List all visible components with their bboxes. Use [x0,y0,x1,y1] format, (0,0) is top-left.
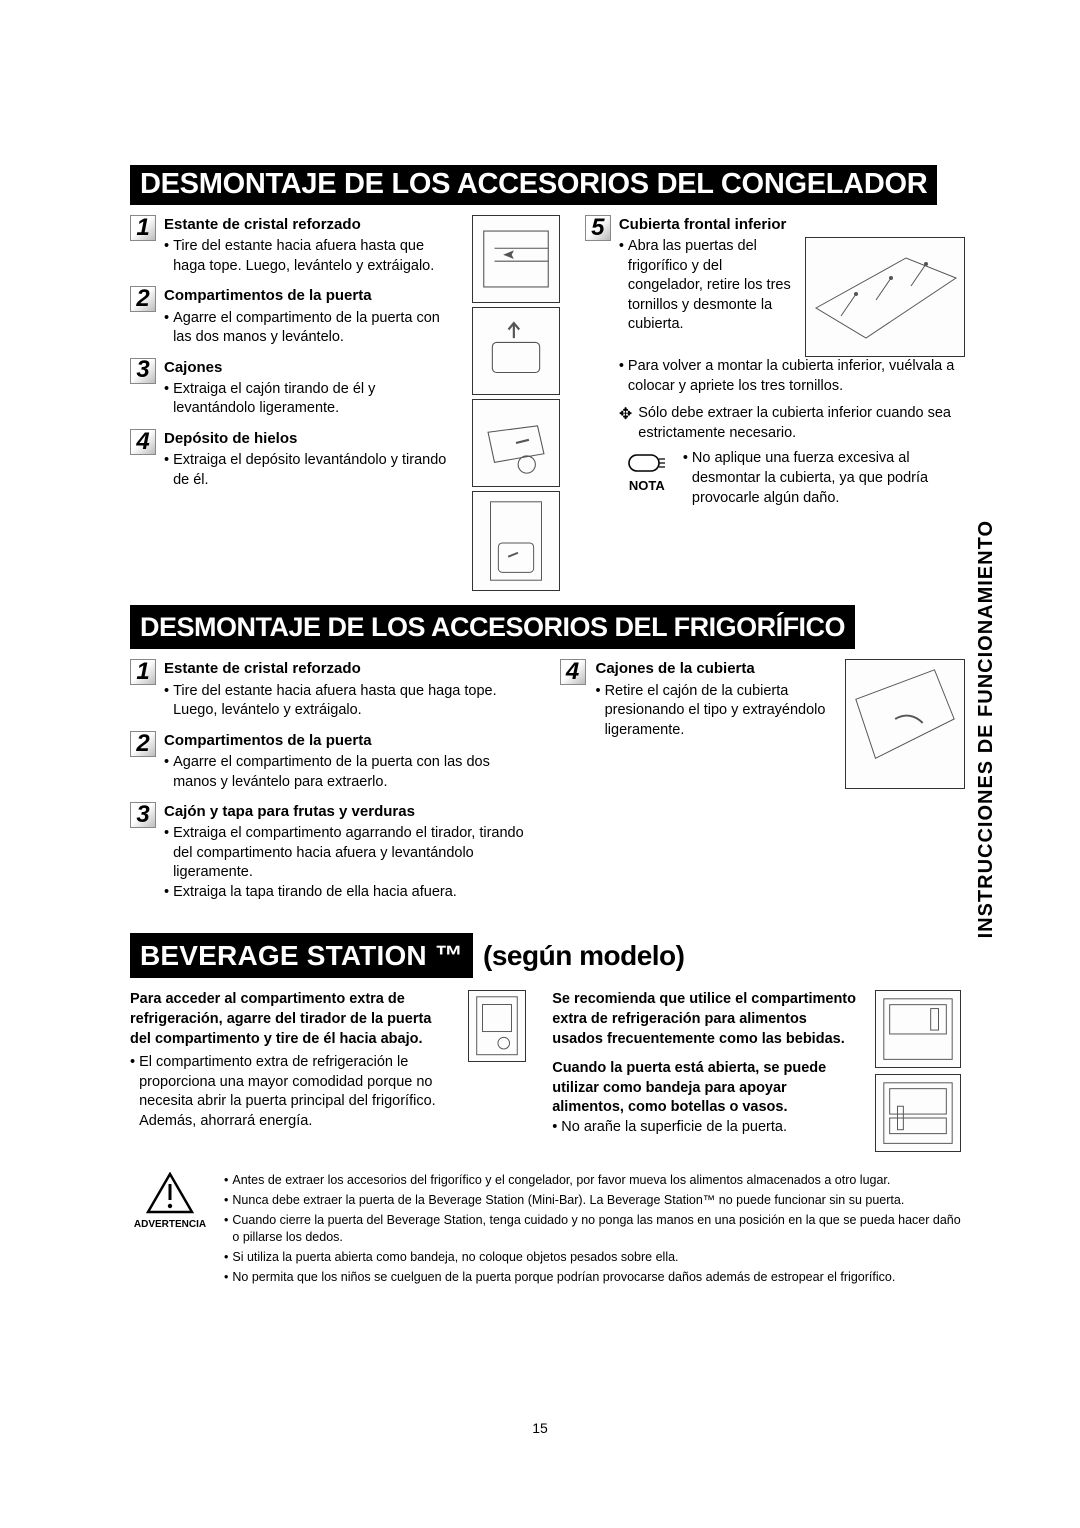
page-number: 15 [0,1419,1080,1438]
bev-right-bold1: Se recomienda que utilice el compartimen… [552,990,861,1049]
nota-text: No aplique una fuerza excesiva al desmon… [683,449,965,508]
section2-right: 4 Cajones de la cubierta Retire el cajón… [560,659,966,912]
section2-title: DESMONTAJE DE LOS ACCESORIOS DEL FRIGORÍ… [130,605,855,649]
bev-left: Para acceder al compartimento extra de r… [130,990,454,1152]
figure-bev-open [875,990,961,1068]
hand-icon [627,449,667,477]
step-number: 2 [130,286,156,312]
side-tab: INSTRUCCIONES DE FUNCIONAMIENTO [973,520,1000,938]
s1-step-4: 4 Depósito de hielos Extraiga el depósit… [130,429,454,490]
step-title: Cubierta frontal inferior [619,215,965,235]
warning-item: Nunca debe extraer la puerta de la Bever… [224,1192,965,1209]
figure-bev-tray [875,1074,961,1152]
section1-figures [472,215,567,591]
section1-columns: 1 Estante de cristal reforzado Tire del … [130,215,965,591]
step-title: Cajones de la cubierta [596,659,836,679]
step-text: Agarre el compartimento de la puerta con… [164,753,536,792]
section3-title-a: BEVERAGE STATION ™ [130,933,473,979]
step-number: 1 [130,659,156,685]
s1-step-1: 1 Estante de cristal reforzado Tire del … [130,215,454,276]
bev-right: Se recomienda que utilice el compartimen… [552,990,861,1152]
nota-label: NOTA [619,477,675,495]
symbol-note: ✥ Sólo debe extraer la cubierta inferior… [619,404,965,443]
step-text-2: Extraiga la tapa tirando de ella hacia a… [164,883,536,903]
step-text: Extraiga el cajón tirando de él y levant… [164,380,454,419]
warning-triangle-icon [146,1172,194,1214]
warning-item: Cuando cierre la puerta del Beverage Sta… [224,1212,965,1246]
step-number: 5 [585,215,611,241]
step-title: Depósito de hielos [164,429,454,449]
figure-lower-cover [805,237,965,357]
step-text: Tire del estante hacia afuera hasta que … [164,682,536,721]
step-title: Estante de cristal reforzado [164,659,536,679]
figure-door-bin [472,307,560,395]
step-number: 1 [130,215,156,241]
step-text: Extraiga el depósito levantándolo y tira… [164,451,454,490]
section3-title-b: (según modelo) [483,937,684,975]
warning-list: Antes de extraer los accesorios del frig… [224,1172,965,1288]
s2-step-1: 1 Estante de cristal reforzado Tire del … [130,659,536,720]
s1-step-3: 3 Cajones Extraiga el cajón tirando de é… [130,358,454,419]
section2-left: 1 Estante de cristal reforzado Tire del … [130,659,536,912]
step-title: Compartimentos de la puerta [164,731,536,751]
step-number: 4 [560,659,586,685]
step-number: 4 [130,429,156,455]
step-text: Retire el cajón de la cubierta presionan… [596,682,836,741]
step-title: Estante de cristal reforzado [164,215,454,235]
step-title: Cajón y tapa para frutas y verduras [164,802,536,822]
section1-left: 1 Estante de cristal reforzado Tire del … [130,215,454,591]
step-number: 3 [130,802,156,828]
section1-title: DESMONTAJE DE LOS ACCESORIOS DEL CONGELA… [130,165,937,205]
section2-columns: 1 Estante de cristal reforzado Tire del … [130,659,965,912]
step-number: 3 [130,358,156,384]
warning-item: Si utiliza la puerta abierta como bandej… [224,1249,965,1266]
bullet-1: Abra las puertas del frigorífico y del c… [619,237,793,335]
s1-step-2: 2 Compartimentos de la puerta Agarre el … [130,286,454,347]
step-text: Agarre el compartimento de la puerta con… [164,309,454,348]
bev-right-bold2: Cuando la puerta está abierta, se puede … [552,1059,861,1118]
bev-right-text: No arañe la superficie de la puerta. [552,1118,861,1138]
warning-item: Antes de extraer los accesorios del frig… [224,1172,965,1189]
bev-left-bold: Para acceder al compartimento extra de r… [130,990,454,1049]
figure-shelf [472,215,560,303]
step-title: Cajones [164,358,454,378]
step-text: Tire del estante hacia afuera hasta que … [164,237,454,276]
warning-block: ADVERTENCIA Antes de extraer los accesor… [130,1172,965,1288]
step-title: Compartimentos de la puerta [164,286,454,306]
section3-columns: Para acceder al compartimento extra de r… [130,990,965,1152]
symbol-text: Sólo debe extraer la cubierta inferior c… [638,404,965,443]
s2-step-2: 2 Compartimentos de la puerta Agarre el … [130,731,536,792]
section1-right: 5 Cubierta frontal inferior Abra las pue… [585,215,965,591]
warning-cross-icon: ✥ [619,404,632,443]
warning-label: ADVERTENCIA [130,1218,210,1232]
step-text: Extraiga el compartimento agarrando el t… [164,824,536,883]
bullet-2: Para volver a montar la cubierta inferio… [619,357,965,396]
s1-step-5: 5 Cubierta frontal inferior Abra las pue… [585,215,965,508]
bev-left-text: El compartimento extra de refrigeración … [130,1053,454,1131]
step-number: 2 [130,731,156,757]
s2-step-3: 3 Cajón y tapa para frutas y verduras Ex… [130,802,536,903]
figure-ice-bucket [472,491,560,591]
bev-fig-right [875,990,965,1152]
page-content: DESMONTAJE DE LOS ACCESORIOS DEL CONGELA… [0,0,1080,1329]
figure-drawer [472,399,560,487]
bev-fig-left [468,990,538,1152]
figure-cover-drawer [845,659,965,789]
section3-title-row: BEVERAGE STATION ™ (según modelo) [130,933,965,979]
nota-block: NOTA No aplique una fuerza excesiva al d… [619,449,965,508]
figure-bev-door [468,990,526,1062]
section2: DESMONTAJE DE LOS ACCESORIOS DEL FRIGORÍ… [130,605,965,913]
warning-item: No permita que los niños se cuelguen de … [224,1269,965,1286]
